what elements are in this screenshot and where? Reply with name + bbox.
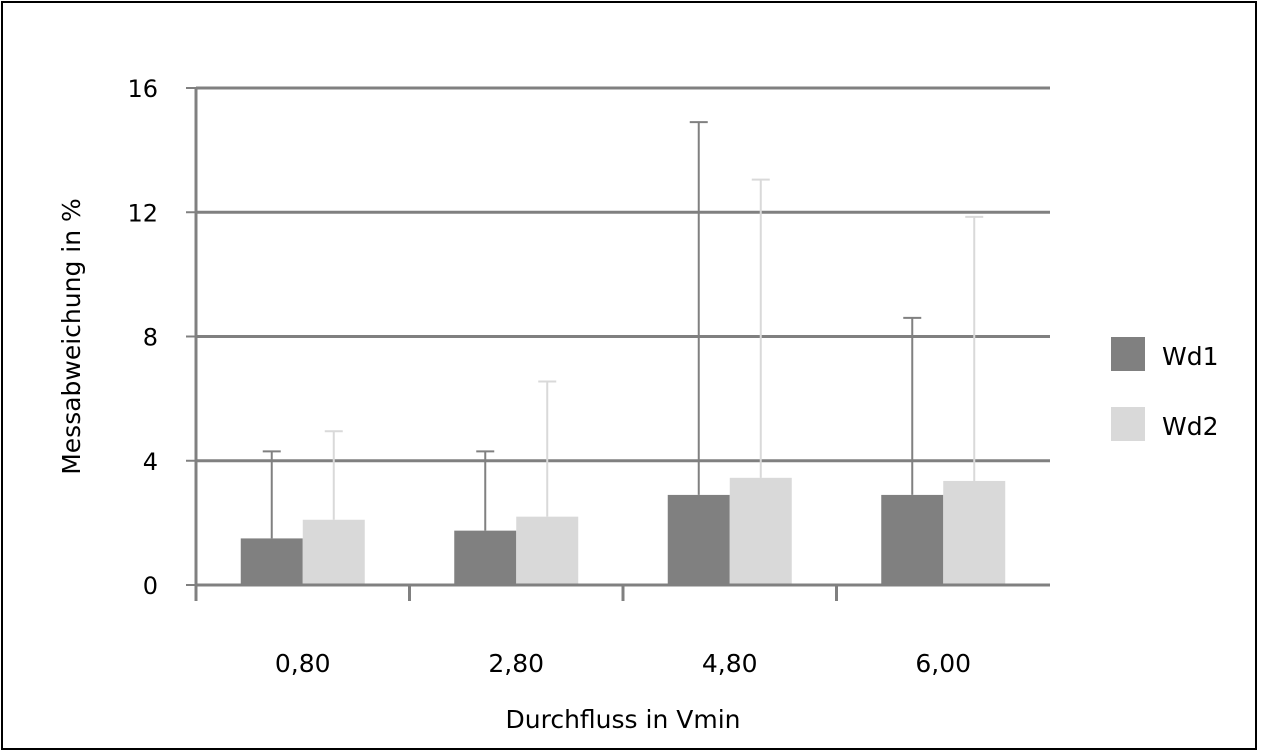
legend-label-wd1: Wd1 xyxy=(1162,342,1219,371)
x-tick-label: 2,80 xyxy=(488,649,544,678)
y-tick-label: 12 xyxy=(127,199,158,227)
x-tick-label: 4,80 xyxy=(702,649,758,678)
bar-wd1 xyxy=(881,494,944,585)
axes xyxy=(186,87,1050,601)
y-tick-label: 0 xyxy=(143,572,158,600)
x-tick-label: 6,00 xyxy=(915,649,971,678)
y-tick-label: 4 xyxy=(143,448,158,476)
y-tick-label: 16 xyxy=(127,75,158,103)
bar-wd1 xyxy=(667,494,730,585)
bar-wd1 xyxy=(240,538,303,585)
bar-wd2 xyxy=(302,519,365,585)
bar-wd1 xyxy=(454,530,517,585)
bar-wd2 xyxy=(729,477,792,585)
x-tick-label: 0,80 xyxy=(275,649,331,678)
legend-swatch-wd1 xyxy=(1111,337,1145,371)
y-axis-label: Messabweichung in % xyxy=(57,198,86,475)
y-tick-label: 8 xyxy=(143,324,158,352)
tick-labels: 0 4 8 12 16 0,80 2,80 4,80 6,00 xyxy=(127,75,971,678)
legend: Wd1 Wd2 xyxy=(1111,337,1219,441)
bars xyxy=(240,477,1006,585)
gridlines xyxy=(196,86,1050,463)
error-bars xyxy=(262,121,984,539)
legend-label-wd2: Wd2 xyxy=(1162,412,1219,441)
bar-wd2 xyxy=(516,516,579,585)
bar-wd2 xyxy=(943,480,1006,585)
x-axis-label: Durchfluss in Vmin xyxy=(506,705,741,734)
legend-swatch-wd2 xyxy=(1111,407,1145,441)
